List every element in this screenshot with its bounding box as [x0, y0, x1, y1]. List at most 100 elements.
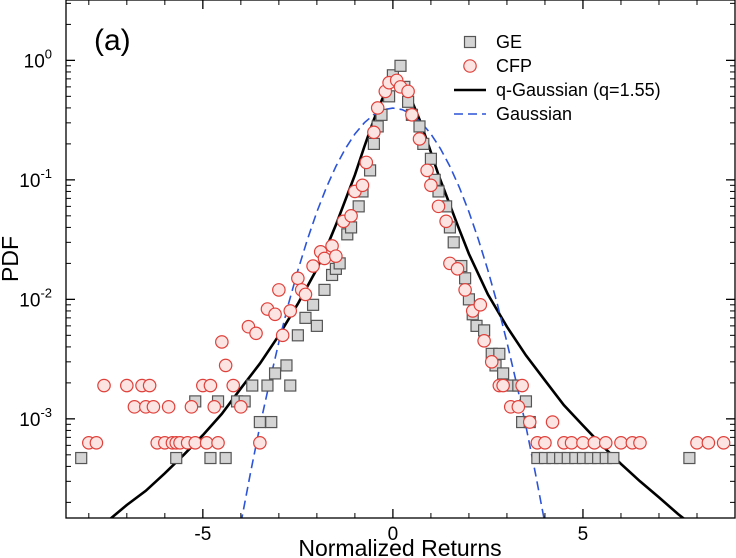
ge-point — [280, 359, 293, 372]
cfp-point — [203, 378, 218, 393]
cfp-point — [420, 163, 434, 178]
cfp-point — [142, 378, 157, 393]
ge-point — [394, 59, 407, 72]
q-gaussian-q-1-55-line — [109, 79, 686, 518]
cfp-point — [184, 400, 199, 414]
ge-point — [306, 298, 320, 311]
cfp-point — [127, 400, 142, 414]
y-tick-exponent: -2 — [40, 285, 52, 300]
y-tick-base: 10 — [19, 290, 40, 311]
cfp-point — [298, 287, 313, 302]
cfp-point — [450, 262, 465, 276]
y-tick-base: 10 — [19, 410, 40, 431]
ge-point — [265, 415, 278, 429]
cfp-point — [496, 378, 510, 393]
cfp-point — [272, 283, 286, 297]
legend: GE CFP q-Gaussian (q=1.55) Gaussian — [454, 32, 661, 124]
cfp-point — [484, 355, 499, 369]
y-tick-label: 100 — [24, 46, 52, 72]
cfp-point — [598, 436, 613, 450]
cfp-point — [253, 436, 267, 450]
ge-point — [493, 347, 506, 360]
cfp-point — [344, 209, 358, 223]
series-layer — [75, 59, 731, 518]
legend-label-ge: GE — [496, 32, 522, 52]
cfp-point — [458, 283, 472, 297]
y-tick-label: 10-3 — [19, 405, 52, 431]
ge-point — [299, 311, 312, 324]
cfp-point — [401, 84, 415, 99]
ge-point — [170, 451, 183, 465]
cfp-point — [690, 436, 704, 450]
ge-point — [219, 451, 232, 465]
x-tick-label: 5 — [578, 524, 589, 545]
cfp-point — [188, 436, 203, 450]
ge-point — [447, 236, 460, 249]
y-axis-title: PDF — [0, 236, 23, 282]
cfp-point — [716, 436, 731, 450]
x-axis-title: Normalized Returns — [298, 535, 501, 558]
ge-point — [268, 367, 282, 380]
legend-label-q-gaussian-q-1-55: q-Gaussian (q=1.55) — [496, 80, 661, 100]
ge-point — [246, 379, 259, 392]
cfp-point — [317, 251, 332, 266]
x-tick-label: 0 — [388, 524, 399, 545]
cfp-point — [439, 214, 453, 229]
ge-point — [253, 415, 266, 429]
y-tick-base: 10 — [24, 51, 45, 72]
cfp-point — [367, 125, 381, 140]
ge-point — [284, 379, 297, 392]
legend-label-gaussian: Gaussian — [496, 104, 572, 124]
cfp-point — [370, 101, 385, 115]
cfp-point — [146, 400, 161, 414]
cfp-point — [355, 178, 370, 193]
ge-point — [75, 451, 88, 465]
cfp-point — [587, 436, 602, 450]
ge-point — [261, 379, 274, 392]
ge-point — [291, 329, 304, 342]
y-tick-exponent: -1 — [40, 166, 52, 181]
cfp-point — [329, 249, 343, 263]
panel-label: (a) — [94, 24, 131, 57]
cfp-point — [215, 335, 229, 349]
cfp-point — [614, 436, 628, 450]
cfp-point — [564, 436, 579, 450]
gaussian-line — [241, 107, 545, 518]
ge-point — [367, 137, 380, 150]
cfp-point — [412, 132, 427, 146]
cfp-point — [359, 155, 374, 170]
cfp-point — [275, 328, 290, 343]
cfp-point — [97, 378, 111, 393]
cfp-point — [538, 436, 552, 450]
ge-point — [318, 283, 331, 296]
cfp-point — [120, 378, 134, 393]
cfp-point — [207, 400, 222, 414]
cfp-point — [218, 358, 233, 373]
cfp-point — [511, 400, 526, 414]
y-tick-label: 10-2 — [19, 285, 52, 311]
cfp-point — [89, 436, 104, 450]
cfp-point — [405, 108, 419, 122]
y-tick-label: 10-1 — [19, 166, 52, 192]
cfp-point — [249, 326, 263, 341]
ge-point — [204, 451, 217, 465]
cfp-point — [515, 378, 529, 393]
cfp-point — [234, 400, 248, 414]
cfp-point — [306, 259, 320, 273]
cfp-point — [545, 415, 560, 429]
y-tick-exponent: -3 — [40, 405, 52, 420]
cfp-point — [199, 436, 214, 450]
ge-point — [497, 367, 510, 380]
cfp-point — [576, 436, 590, 450]
ge-point — [352, 200, 365, 213]
cfp-point — [701, 436, 716, 450]
legend-label-cfp: CFP — [496, 56, 532, 76]
cfp-point — [633, 436, 647, 450]
y-tick-base: 10 — [19, 171, 40, 192]
ge-point — [424, 152, 438, 165]
cfp-point — [161, 400, 176, 414]
cfp-point — [211, 436, 225, 450]
plot-frame — [65, 0, 736, 519]
